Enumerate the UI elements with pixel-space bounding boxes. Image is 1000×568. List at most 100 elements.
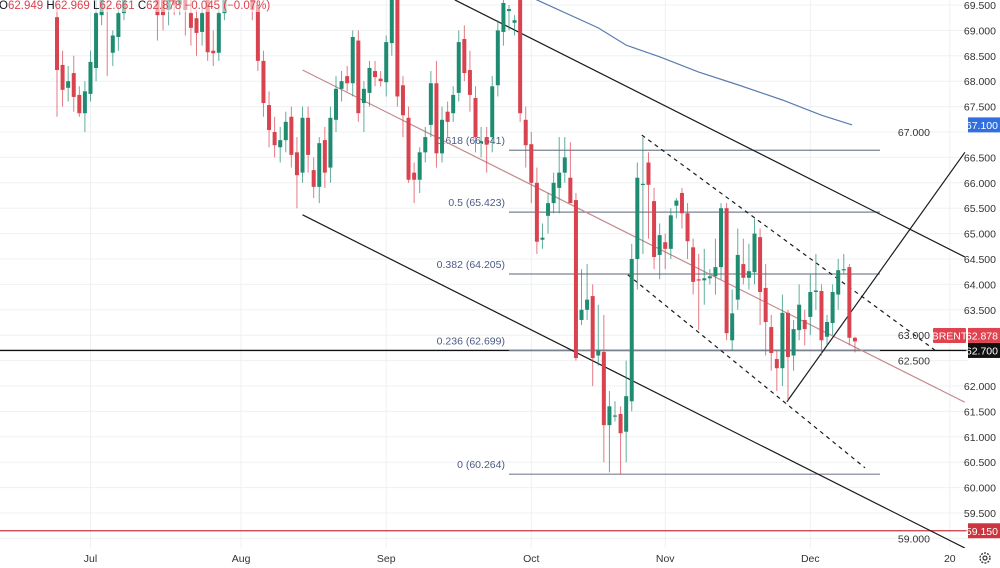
candle (557, 137, 562, 214)
candle (339, 71, 344, 102)
candle (562, 137, 567, 183)
candle (389, 0, 394, 56)
candle-body (306, 117, 311, 155)
last-price-tag-bg (968, 327, 1000, 343)
candle-body (350, 37, 355, 84)
candle-body (278, 140, 283, 148)
candle-body (294, 152, 299, 176)
candle-body (373, 71, 378, 78)
y-tick-label: 63.500 (964, 305, 996, 317)
fib-level-label: 0.382 (64.205) (437, 259, 505, 271)
candle (294, 137, 299, 209)
candle (534, 167, 539, 254)
candle (791, 319, 796, 371)
y-tick-label: 65.000 (964, 229, 996, 241)
candle (847, 264, 852, 346)
candle (116, 5, 121, 51)
candle-body (328, 117, 333, 168)
candle (77, 86, 82, 117)
symbol-tag: BRENT (932, 330, 968, 342)
candle-body (668, 215, 673, 249)
candle (607, 391, 612, 473)
candle-body (451, 94, 456, 114)
candle-body (551, 182, 556, 204)
candle-body (188, 13, 193, 28)
candle-body (283, 121, 288, 141)
y-tick-label: 61.000 (964, 432, 996, 444)
candle-body (763, 287, 768, 322)
candle (568, 142, 573, 204)
candle (194, 10, 199, 56)
candle (272, 116, 277, 158)
candle (378, 71, 383, 87)
candle (495, 20, 500, 97)
candle (406, 106, 411, 183)
candle-body (400, 85, 405, 116)
candle-body (579, 309, 584, 320)
candle (317, 137, 322, 204)
y-tick-label: 59.500 (964, 508, 996, 520)
uptrend-trendline (786, 151, 966, 403)
candle-body (585, 299, 590, 310)
candle (428, 71, 433, 138)
candle (629, 243, 634, 412)
candle (590, 284, 595, 386)
x-tick-label: Jul (84, 553, 97, 565)
y-tick-label: 68.500 (964, 51, 996, 63)
candle (334, 76, 338, 132)
candle-body (367, 67, 372, 93)
candle (652, 187, 657, 270)
candle (529, 132, 534, 204)
candle-body (389, 0, 394, 44)
candle (618, 406, 623, 475)
candle-body (490, 86, 495, 138)
candle-body (825, 321, 830, 337)
candle (55, 5, 59, 117)
candle (445, 101, 450, 138)
candle (110, 30, 115, 66)
candle (456, 30, 461, 102)
candle-body (774, 359, 779, 369)
candle-body (467, 70, 472, 95)
candle (735, 228, 740, 310)
candle-body (624, 396, 629, 432)
candle (769, 314, 774, 371)
candle (211, 30, 216, 66)
candle-body (808, 292, 813, 317)
gear-icon[interactable] (978, 551, 992, 565)
candle-body (629, 259, 634, 402)
candle-body (852, 337, 857, 342)
candle (490, 76, 495, 153)
candle (746, 243, 751, 290)
candle (691, 238, 696, 295)
candle-body (378, 78, 383, 82)
candle (518, 0, 523, 122)
close-label: C (137, 0, 147, 12)
candle-body (272, 132, 277, 146)
candle (361, 81, 366, 132)
candle-body (66, 81, 71, 88)
candle-body (267, 105, 272, 130)
candle (730, 289, 735, 351)
candle-body (741, 264, 746, 278)
candle-body (696, 279, 701, 281)
candle-body (596, 350, 601, 356)
ma-price-tag: 67.100 (966, 120, 998, 132)
candle (780, 294, 785, 386)
low-value: 62.661 (99, 0, 135, 12)
candle-body (94, 13, 99, 68)
close-value: 62.878 (146, 0, 182, 12)
candle-body (501, 2, 506, 32)
candle (596, 304, 601, 366)
candle (267, 91, 272, 148)
fib-level-label: 0.618 (66.641) (437, 135, 505, 147)
candle-body (88, 61, 93, 94)
candle (758, 228, 763, 326)
ohlc-legend: O62.949 H62.969 L62.661 C62.878 −0.045 (… (0, 0, 273, 12)
candle (802, 309, 807, 346)
candle (311, 157, 316, 199)
candle-body (752, 233, 757, 273)
candle (216, 5, 221, 61)
candle-body (495, 30, 500, 86)
